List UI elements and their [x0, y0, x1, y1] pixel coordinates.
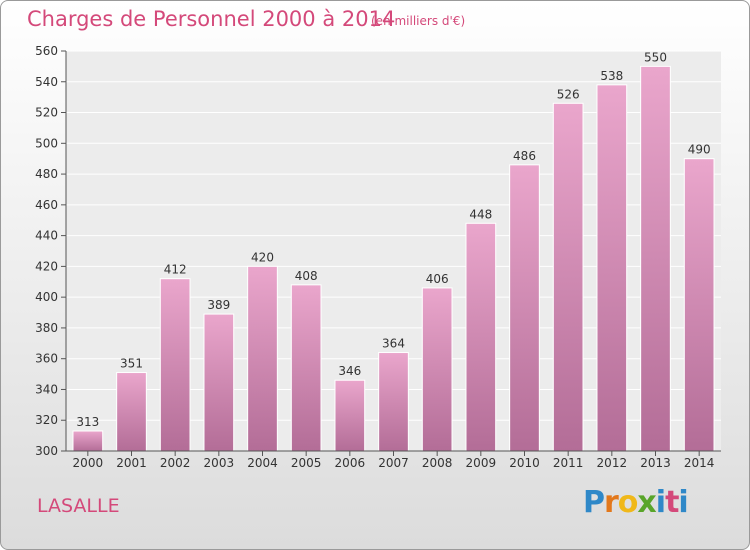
x-tick-label-2014: 2014: [684, 456, 715, 470]
x-tick-label-2008: 2008: [422, 456, 453, 470]
y-tick-label: 380: [35, 321, 58, 335]
x-tick-label-2007: 2007: [378, 456, 409, 470]
y-tick-label: 500: [35, 136, 58, 150]
y-tick-label: 400: [35, 290, 58, 304]
y-tick-label: 480: [35, 167, 58, 181]
bar-2009: [465, 222, 497, 452]
data-label-2011: 526: [557, 87, 580, 101]
y-tick-label: 320: [35, 413, 58, 427]
bar-2000: [72, 430, 104, 452]
bar-2001: [116, 372, 147, 452]
bar-2010: [509, 164, 540, 452]
data-label-2003: 389: [207, 298, 230, 312]
city-name: LASALLE: [37, 495, 120, 517]
data-label-2002: 412: [164, 263, 187, 277]
x-tick-label-2004: 2004: [247, 456, 278, 470]
x-tick-label-2010: 2010: [509, 456, 540, 470]
proxiti-logo[interactable]: Proxiti: [583, 485, 689, 520]
y-tick-label: 540: [35, 75, 58, 89]
bar-2008: [421, 287, 453, 452]
data-label-2014: 490: [688, 143, 711, 157]
bar-2012: [596, 84, 628, 452]
y-tick-label: 420: [35, 259, 58, 273]
data-label-2004: 420: [251, 250, 274, 264]
data-label-2007: 364: [382, 337, 405, 351]
bar-2002: [159, 278, 191, 452]
y-tick-label: 300: [35, 444, 58, 458]
data-label-2009: 448: [469, 207, 492, 221]
y-tick-label: 340: [35, 382, 58, 396]
x-tick-label-2011: 2011: [553, 456, 584, 470]
bar-2004: [247, 265, 278, 452]
x-tick-label-2003: 2003: [204, 456, 235, 470]
bar-2013: [640, 65, 671, 452]
y-tick-label: 560: [35, 44, 58, 58]
data-label-2005: 408: [295, 269, 318, 283]
bar-2006: [334, 379, 366, 452]
x-tick-label-2013: 2013: [640, 456, 671, 470]
x-tick-label-2001: 2001: [116, 456, 147, 470]
bar-2003: [203, 313, 235, 452]
bar-2011: [552, 102, 584, 452]
bar-2014: [683, 158, 715, 452]
y-tick-label: 360: [35, 352, 58, 366]
data-label-2013: 550: [644, 50, 667, 64]
x-tick-label-2006: 2006: [335, 456, 366, 470]
y-tick-label: 440: [35, 229, 58, 243]
x-tick-label-2009: 2009: [466, 456, 497, 470]
x-tick-label-2002: 2002: [160, 456, 191, 470]
chart-subtitle: (en milliers d'€): [371, 14, 466, 28]
data-label-2010: 486: [513, 149, 536, 163]
bar-2005: [290, 284, 322, 452]
y-tick-label: 520: [35, 106, 58, 120]
x-tick-label-2000: 2000: [73, 456, 104, 470]
data-label-2008: 406: [426, 272, 449, 286]
data-label-2000: 313: [76, 415, 99, 429]
chart-title: Charges de Personnel 2000 à 2014: [27, 7, 396, 31]
bar-2007: [378, 352, 409, 452]
x-tick-label-2012: 2012: [597, 456, 628, 470]
y-tick-label: 460: [35, 198, 58, 212]
data-label-2006: 346: [338, 364, 361, 378]
data-label-2001: 351: [120, 357, 143, 371]
x-tick-label-2005: 2005: [291, 456, 322, 470]
data-label-2012: 538: [600, 69, 623, 83]
